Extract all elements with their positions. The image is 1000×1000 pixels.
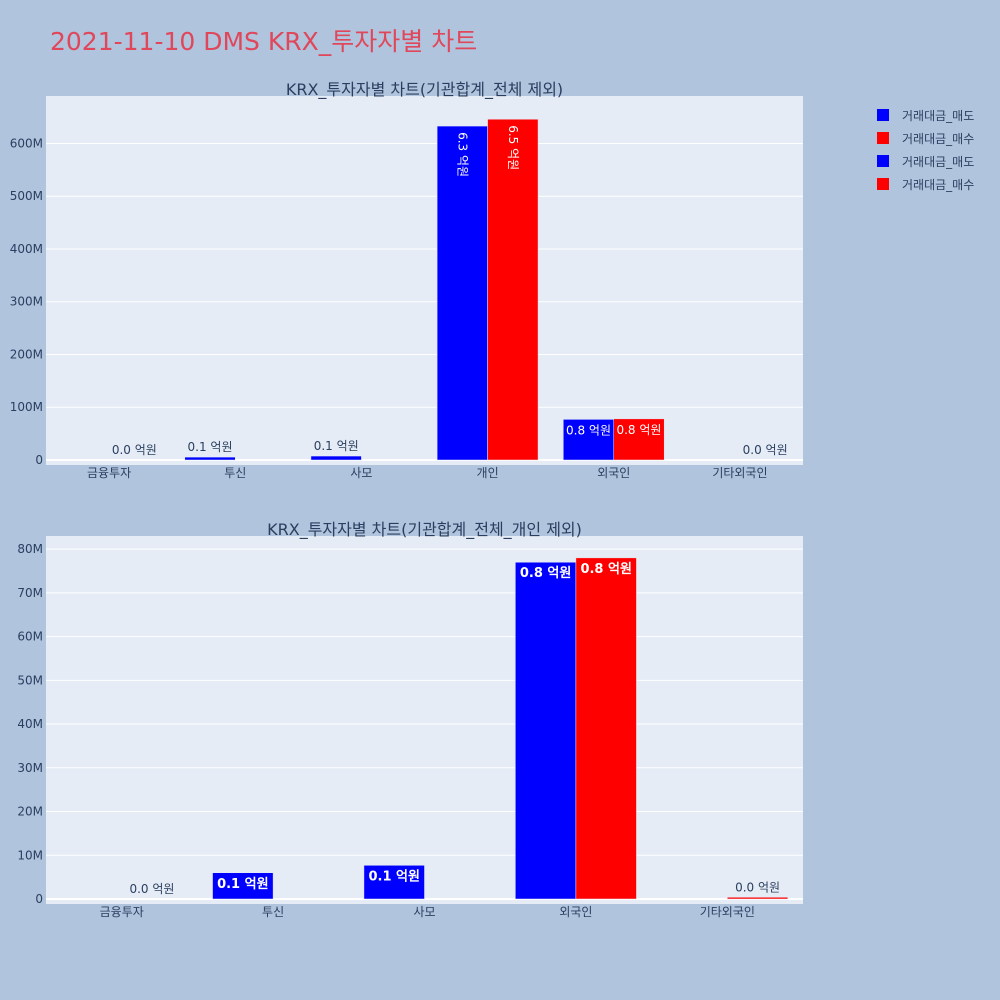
y-tick-label: 10M: [17, 848, 43, 862]
bar-sell: [363, 865, 425, 900]
bar-buy: [575, 557, 637, 900]
y-tick-label: 100M: [10, 400, 43, 414]
bar-buy: [727, 897, 789, 900]
bar-sell: [563, 419, 614, 461]
legend-swatch: [877, 155, 889, 167]
data-label: 0.8 억원: [520, 566, 571, 581]
data-label: 0.1 억원: [217, 877, 268, 892]
y-tick-label: 60M: [17, 630, 43, 644]
bar-sell: [436, 125, 488, 461]
x-tick-label: 사모: [413, 905, 435, 919]
y-tick-label: 80M: [17, 542, 43, 556]
y-tick-label: 400M: [10, 242, 43, 256]
data-label: 0.8 억원: [616, 423, 661, 437]
x-tick-label: 투신: [224, 466, 246, 480]
x-tick-label: 금융투자: [100, 905, 144, 919]
chart-2: 0 10M 20M 30M 40M 50M 60M 70M 80M KRX_투자자별 차트(기관합…: [17, 520, 803, 919]
bar-sell: [212, 872, 274, 900]
x-tick-label: 투신: [262, 905, 284, 919]
chart-title: KRX_투자자별 차트(기관합계_전체_개인 제외): [267, 520, 582, 540]
data-label: 0.1 억원: [314, 439, 359, 453]
x-tick-label: 기타외국인: [700, 905, 755, 919]
data-label: 0.8 억원: [580, 562, 631, 577]
data-label: 0.0 억원: [735, 880, 780, 894]
data-label: 0.1 억원: [188, 440, 233, 454]
legend-swatch: [877, 109, 889, 121]
data-label: 0.0 억원: [743, 443, 788, 457]
y-tick-label: 40M: [17, 717, 43, 731]
bar-sell: [310, 455, 362, 461]
y-tick-label: 50M: [17, 673, 43, 687]
data-label: 0.8 억원: [566, 423, 611, 437]
legend-item: 거래대금_매도: [902, 109, 974, 123]
chart-title: KRX_투자자별 차트(기관합계_전체 제외): [286, 80, 563, 100]
bar-buy: [613, 418, 665, 461]
data-label: 6.5 억원: [506, 125, 520, 170]
plot-background: [46, 536, 803, 904]
data-label: 0.0 억원: [112, 443, 157, 457]
legend-item: 거래대금_매도: [902, 155, 974, 169]
legend-swatch: [877, 132, 889, 144]
x-tick-label: 기타외국인: [712, 466, 767, 480]
y-tick-label: 600M: [10, 136, 43, 150]
bar-buy: [487, 118, 539, 461]
data-label: 0.0 억원: [129, 882, 174, 896]
y-tick-label: 0: [35, 453, 43, 467]
y-tick-label: 20M: [17, 805, 43, 819]
chart-1: 0 100M 200M 300M 400M 500M 600M KRX_투자자별 차트(기관합…: [10, 80, 803, 480]
y-tick-label: 500M: [10, 189, 43, 203]
legend-swatch: [877, 178, 889, 190]
y-tick-label: 200M: [10, 347, 43, 361]
y-tick-label: 70M: [17, 586, 43, 600]
y-tick-label: 300M: [10, 295, 43, 309]
x-tick-label: 금융투자: [87, 466, 131, 480]
y-tick-label: 0: [35, 892, 43, 906]
legend-item: 거래대금_매수: [902, 178, 974, 192]
bar-sell: [515, 561, 577, 900]
bar-sell: [184, 456, 236, 461]
x-tick-label: 외국인: [559, 905, 592, 919]
x-tick-label: 개인: [477, 466, 499, 480]
x-tick-label: 사모: [350, 466, 372, 480]
page-title: 2021-11-10 DMS KRX_투자자별 차트: [50, 27, 478, 56]
data-label: 6.3 억원: [455, 132, 469, 177]
data-label: 0.1 억원: [368, 869, 419, 884]
legend-item: 거래대금_매수: [902, 132, 974, 146]
x-tick-label: 외국인: [597, 466, 630, 480]
plot-background: [46, 96, 803, 465]
y-tick-label: 30M: [17, 761, 43, 775]
